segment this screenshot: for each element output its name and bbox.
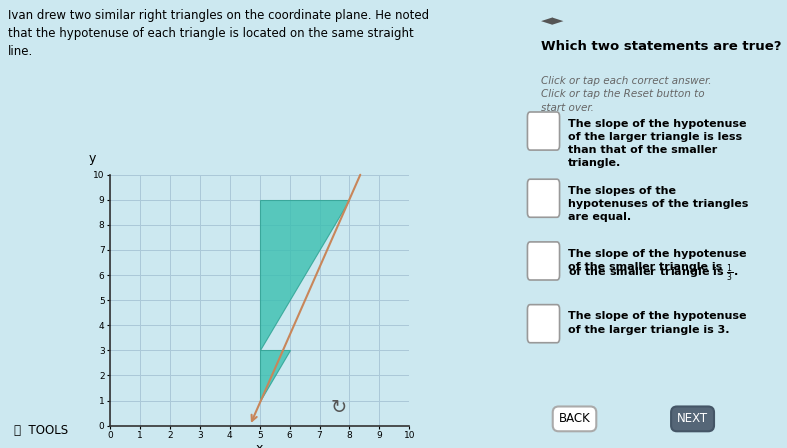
- Text: The slope of the hypotenuse
of the larger triangle is 3.: The slope of the hypotenuse of the large…: [567, 311, 746, 335]
- Polygon shape: [260, 200, 349, 350]
- Text: ⓘ  TOOLS: ⓘ TOOLS: [14, 423, 68, 437]
- Text: The slope of the hypotenuse
of the larger triangle is less
than that of the smal: The slope of the hypotenuse of the large…: [567, 119, 746, 168]
- Text: BACK: BACK: [559, 412, 590, 426]
- FancyBboxPatch shape: [527, 242, 560, 280]
- Text: The slope of the hypotenuse: The slope of the hypotenuse: [567, 249, 746, 258]
- Text: of the smaller triangle is $\frac{1}{3}$.: of the smaller triangle is $\frac{1}{3}$…: [567, 262, 738, 284]
- Y-axis label: y: y: [89, 152, 96, 165]
- Polygon shape: [260, 350, 290, 401]
- Text: ↻: ↻: [331, 398, 346, 417]
- X-axis label: x: x: [256, 442, 264, 448]
- Text: ◄►: ◄►: [541, 13, 564, 28]
- Text: The slopes of the
hypotenuses of the triangles
are equal.: The slopes of the hypotenuses of the tri…: [567, 186, 748, 222]
- Text: NEXT: NEXT: [677, 412, 708, 426]
- Text: Ivan drew two similar right triangles on the coordinate plane. He noted
that the: Ivan drew two similar right triangles on…: [8, 9, 429, 58]
- Text: of the smaller triangle is: of the smaller triangle is: [567, 262, 726, 272]
- Text: Click or tap each correct answer.
Click or tap the Reset button to
start over.: Click or tap each correct answer. Click …: [541, 76, 711, 112]
- Text: Which two statements are true?: Which two statements are true?: [541, 40, 781, 53]
- FancyBboxPatch shape: [527, 305, 560, 343]
- FancyBboxPatch shape: [527, 112, 560, 150]
- FancyBboxPatch shape: [527, 179, 560, 217]
